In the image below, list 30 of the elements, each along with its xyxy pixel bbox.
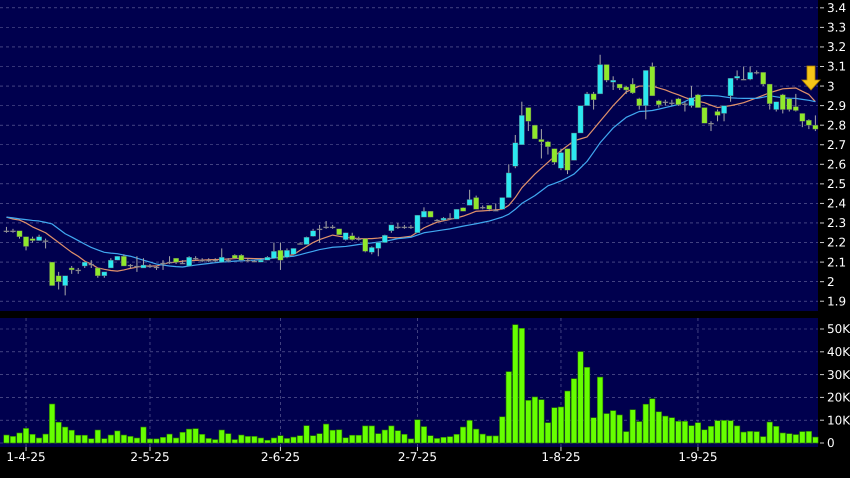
x-tick-label: 2-7-25	[398, 450, 438, 464]
y-tick-label: 3.2	[827, 40, 846, 54]
y-tick-label: 2.8	[827, 118, 846, 132]
x-tick-label: 1-4-25	[6, 450, 46, 464]
y-tick-label: 10K	[827, 413, 850, 428]
y-tick-label: 0	[827, 436, 835, 450]
y-tick-label: 3.4	[827, 1, 846, 16]
y-tick-label: 50K	[827, 322, 850, 336]
y-tick-label: 2.9	[827, 98, 846, 113]
y-tick-label: 30K	[827, 368, 850, 382]
y-tick-label: 1.9	[827, 294, 846, 308]
y-tick-label: 2.4	[827, 196, 846, 211]
y-tick-label: 2	[827, 274, 835, 289]
x-tick-label: 2-6-25	[260, 450, 300, 464]
x-tick-label: 2-5-25	[130, 450, 170, 464]
y-tick-label: 3.1	[827, 60, 846, 74]
y-tick-label: 3.3	[827, 20, 846, 35]
y-tick-label: 3	[827, 79, 835, 94]
y-tick-label: 2.1	[827, 255, 846, 270]
y-tick-label: 40K	[827, 345, 850, 359]
y-tick-label: 2.2	[827, 236, 846, 250]
candlestick	[532, 124, 538, 140]
y-tick-label: 20K	[827, 390, 850, 405]
x-tick-label: 1-8-25	[541, 450, 581, 464]
x-tick-label: 1-9-25	[678, 450, 718, 464]
candlestick	[316, 224, 322, 244]
y-tick-label: 2.6	[827, 158, 846, 172]
y-tick-label: 2.5	[827, 177, 846, 192]
y-tick-label: 2.7	[827, 138, 846, 152]
y-tick-label: 2.3	[827, 216, 846, 230]
